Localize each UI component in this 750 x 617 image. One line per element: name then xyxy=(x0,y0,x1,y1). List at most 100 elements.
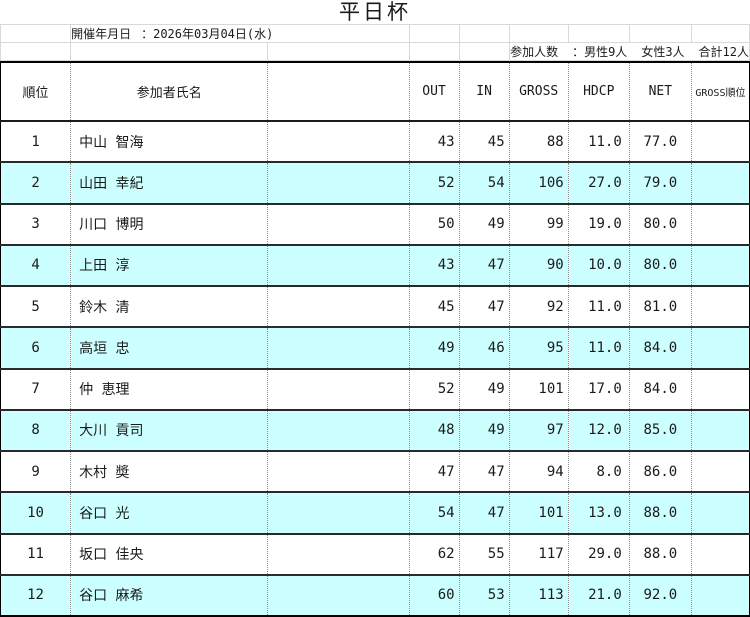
rank-cell: 1 xyxy=(0,121,72,164)
meta-empty-cell xyxy=(508,24,569,43)
out-cell: 47 xyxy=(408,451,460,494)
gross-rank-cell xyxy=(690,451,750,494)
header-gross: GROSS xyxy=(508,63,569,122)
table-row: 5 鈴木 清 45 47 92 11.0 81.0 xyxy=(0,286,750,329)
hdcp-cell: 21.0 xyxy=(567,574,630,617)
meta-empty-cell xyxy=(0,42,72,61)
gross-cell: 101 xyxy=(508,368,569,411)
hdcp-cell: 11.0 xyxy=(567,327,630,370)
meta-empty-cell xyxy=(567,24,630,43)
gross-rank-cell xyxy=(690,574,750,617)
out-cell: 60 xyxy=(408,574,460,617)
rank-cell: 3 xyxy=(0,203,72,246)
header-rank: 順位 xyxy=(0,63,72,122)
spacer-cell xyxy=(267,574,410,617)
participants-label: 参加人数 xyxy=(510,45,559,59)
rank-cell: 9 xyxy=(0,451,72,494)
participants-male: ：男性9人 xyxy=(572,45,628,59)
gross-cell: 94 xyxy=(508,451,569,494)
name-cell: 山田 幸紀 xyxy=(70,162,269,205)
in-cell: 46 xyxy=(458,327,510,370)
in-cell: 53 xyxy=(458,574,510,617)
rank-cell: 6 xyxy=(0,327,72,370)
gross-rank-cell xyxy=(690,244,750,288)
event-date-cell: 開催年月日 ：2026年03月04日(水) xyxy=(70,24,410,43)
meta-grid: 開催年月日 ：2026年03月04日(水) 参加人数 ：男性9人 女性3人 合計12人 xyxy=(0,24,750,61)
gross-cell: 88 xyxy=(508,121,569,164)
gross-cell: 106 xyxy=(508,162,569,205)
results-header: 順位 参加者氏名 OUT IN GROSS HDCP NET GROSS順位 xyxy=(0,63,750,122)
spacer-cell xyxy=(267,533,410,576)
name-cell: 仲 恵理 xyxy=(70,368,269,411)
meta-empty-cell xyxy=(628,24,692,43)
hdcp-cell: 10.0 xyxy=(567,244,630,288)
net-cell: 80.0 xyxy=(628,203,692,246)
net-cell: 84.0 xyxy=(628,368,692,411)
rank-cell: 4 xyxy=(0,244,72,288)
gross-rank-cell xyxy=(690,409,750,453)
out-cell: 43 xyxy=(408,244,460,288)
out-cell: 45 xyxy=(408,286,460,329)
net-cell: 80.0 xyxy=(628,244,692,288)
in-cell: 49 xyxy=(458,409,510,453)
name-cell: 谷口 光 xyxy=(70,492,269,535)
rank-cell: 7 xyxy=(0,368,72,411)
gross-rank-cell xyxy=(690,203,750,246)
spacer-cell xyxy=(267,368,410,411)
table-row: 11 坂口 佳央 62 55 117 29.0 88.0 xyxy=(0,533,750,576)
rank-cell: 10 xyxy=(0,492,72,535)
name-cell: 中山 智海 xyxy=(70,121,269,164)
hdcp-cell: 19.0 xyxy=(567,203,630,246)
hdcp-cell: 17.0 xyxy=(567,368,630,411)
gross-rank-cell xyxy=(690,533,750,576)
gross-rank-cell xyxy=(690,286,750,329)
meta-empty-cell xyxy=(267,42,410,61)
net-cell: 88.0 xyxy=(628,492,692,535)
meta-empty-cell xyxy=(408,24,460,43)
in-cell: 47 xyxy=(458,286,510,329)
name-cell: 木村 奬 xyxy=(70,451,269,494)
name-cell: 鈴木 清 xyxy=(70,286,269,329)
meta-empty-cell xyxy=(458,24,510,43)
name-cell: 谷口 麻希 xyxy=(70,574,269,617)
spacer-cell xyxy=(267,286,410,329)
table-row: 12 谷口 麻希 60 53 113 21.0 92.0 xyxy=(0,574,750,617)
header-gross-rank: GROSS順位 xyxy=(690,63,750,122)
name-cell: 高垣 忠 xyxy=(70,327,269,370)
participants-total: 合計12人 xyxy=(698,45,749,59)
net-cell: 81.0 xyxy=(628,286,692,329)
meta-empty-cell xyxy=(70,42,269,61)
meta-empty-cell xyxy=(690,24,750,43)
header-out: OUT xyxy=(408,63,460,122)
hdcp-cell: 11.0 xyxy=(567,286,630,329)
gross-rank-cell xyxy=(690,162,750,205)
spacer-cell xyxy=(267,327,410,370)
in-cell: 54 xyxy=(458,162,510,205)
header-row: 順位 参加者氏名 OUT IN GROSS HDCP NET GROSS順位 xyxy=(0,63,750,122)
table-row: 6 高垣 忠 49 46 95 11.0 84.0 xyxy=(0,327,750,370)
table-row: 7 仲 恵理 52 49 101 17.0 84.0 xyxy=(0,368,750,411)
header-hdcp: HDCP xyxy=(567,63,630,122)
spacer-cell xyxy=(267,492,410,535)
meta-empty-cell xyxy=(0,24,72,43)
meta-empty-cell xyxy=(458,42,510,61)
hdcp-cell: 12.0 xyxy=(567,409,630,453)
in-cell: 49 xyxy=(458,203,510,246)
hdcp-cell: 27.0 xyxy=(567,162,630,205)
spacer-cell xyxy=(267,451,410,494)
header-name: 参加者氏名 xyxy=(70,63,269,122)
in-cell: 55 xyxy=(458,533,510,576)
in-cell: 47 xyxy=(458,244,510,288)
name-cell: 川口 博明 xyxy=(70,203,269,246)
out-cell: 54 xyxy=(408,492,460,535)
divider-rule xyxy=(0,61,750,63)
rank-cell: 2 xyxy=(0,162,72,205)
gross-cell: 101 xyxy=(508,492,569,535)
in-cell: 49 xyxy=(458,368,510,411)
participants-row: 参加人数 ：男性9人 女性3人 合計12人 xyxy=(0,42,750,61)
spacer-cell xyxy=(267,121,410,164)
gross-cell: 99 xyxy=(508,203,569,246)
net-cell: 79.0 xyxy=(628,162,692,205)
table-row: 1 中山 智海 43 45 88 11.0 77.0 xyxy=(0,121,750,164)
net-cell: 84.0 xyxy=(628,327,692,370)
